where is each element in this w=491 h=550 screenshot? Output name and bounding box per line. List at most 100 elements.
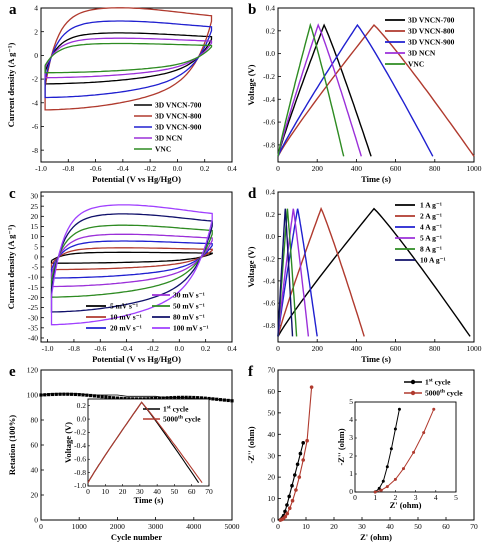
charge-discharge-curve	[277, 208, 318, 337]
retention-point	[77, 393, 81, 397]
y-axis-label: Current density (A g⁻¹)	[6, 43, 16, 128]
panel-e: 0 1000 2000 3000 4000 5000020406080100120Cycl…	[7, 364, 240, 542]
y-tick-label: 30	[31, 192, 39, 201]
x-tick-label: 3000	[148, 522, 163, 531]
y-tick-label: 0.2	[266, 26, 276, 35]
nyquist-point	[301, 458, 306, 462]
inset: 0 10 20 30 40 50 60 70 -1.0 -0.8 -0.6 -0.4 -0.2 0.0 0.…	[63, 398, 213, 505]
cv-loop	[50, 247, 213, 271]
y-tick-label: -0.8	[263, 140, 275, 149]
x-tick-label: -0.2	[144, 164, 156, 173]
x-tick-label: 0.0	[175, 344, 185, 353]
plot-frame	[277, 7, 475, 163]
inset-y-tick-label: 0.2	[77, 401, 87, 410]
y-tick-label: -10	[28, 273, 38, 282]
x-tick-label: 10	[302, 522, 310, 531]
plot-frame	[40, 7, 233, 163]
x-tick-label: 0.0	[173, 164, 183, 173]
retention-point	[169, 396, 173, 400]
nyquist-point	[283, 509, 287, 514]
inset-y-tick-label: -0.8	[74, 468, 86, 477]
retention-point	[154, 396, 158, 401]
y-tick-label: 10	[268, 494, 276, 503]
legend: 3D VNCN-700 3D VNCN-800 3D VNCN-900 3D NCN V…	[385, 16, 455, 69]
y-tick-label: 60	[31, 441, 39, 450]
retention-point	[157, 396, 162, 400]
y-tick-label: -8	[32, 146, 38, 155]
retention-point	[218, 398, 223, 402]
inset-point	[377, 486, 381, 490]
inset-frame	[87, 398, 210, 487]
x-tick-label: 20	[330, 522, 338, 531]
cv-loop	[50, 213, 213, 313]
inset-point	[393, 477, 397, 481]
nyquist-point	[309, 385, 314, 389]
inset-point	[373, 490, 377, 494]
legend-label: 3D NCN	[155, 134, 183, 143]
legend-label: VNC	[408, 60, 424, 69]
x-tick-label: -0.4	[117, 164, 129, 173]
x-tick-label: 0	[276, 164, 280, 173]
x-axis-label: Z' (ohm)	[360, 532, 392, 542]
cv-loop	[50, 224, 213, 298]
nyquist-point	[294, 488, 298, 492]
y-tick-label: 0.0	[266, 49, 276, 58]
retention-point	[104, 395, 108, 399]
legend: 3D VNCN-700 3D VNCN-800 3D VNCN-900 3D NCN V…	[134, 101, 202, 154]
y-tick-label: 60	[268, 387, 276, 396]
inset-y-tick-label: 0	[349, 487, 353, 496]
legend: 1 A g⁻¹ 2 A g⁻¹ 4 A g⁻¹ 5 A g⁻¹ 8 A g⁻¹ 10 A …	[395, 201, 446, 265]
inset-point	[379, 488, 383, 492]
y-tick-label: 10	[31, 232, 39, 241]
y-tick-label: 20	[268, 473, 276, 482]
inset-point	[432, 407, 436, 411]
retention-point	[196, 396, 200, 400]
y-tick-label: -35	[28, 323, 38, 332]
inset-legend-label: 1st cycle	[163, 405, 189, 414]
y-tick-label: 80	[31, 416, 39, 425]
nyquist-point	[297, 475, 302, 479]
y-tick-label: -0.8	[263, 321, 275, 330]
charge-discharge-curve	[277, 23, 434, 157]
panel-letter: f	[248, 364, 254, 380]
x-tick-label: 0.4	[227, 164, 237, 173]
y-axis-label: Retation (100%)	[7, 415, 17, 475]
x-tick-label: -0.6	[94, 344, 106, 353]
retention-point	[115, 396, 119, 400]
retention-point	[207, 396, 211, 401]
x-axis-label: Time (s)	[361, 174, 391, 184]
retention-point	[111, 396, 116, 400]
x-tick-label: 2000	[110, 522, 125, 531]
y-tick-label: 120	[27, 366, 39, 375]
x-tick-label: 50	[414, 522, 422, 531]
inset-y-tick-label: -1.0	[74, 481, 86, 490]
inset-x-tick-label: 30	[136, 487, 144, 496]
charge-discharge-curve	[277, 208, 294, 337]
inset-x-label: Z' (ohm)	[390, 500, 422, 510]
retention-point	[215, 397, 219, 401]
y-tick-label: -0.4	[263, 276, 275, 285]
retention-point	[73, 392, 77, 397]
y-axis-label: Voltage (V)	[246, 246, 256, 287]
y-tick-label: 4	[34, 4, 38, 13]
inset-x-tick-label: 50	[171, 487, 179, 496]
inset-y-tick-label: 4	[349, 415, 353, 424]
legend-label: 5 mV s⁻¹	[110, 302, 138, 311]
panel-letter: d	[248, 186, 257, 202]
y-tick-label: -15	[28, 283, 38, 292]
cv-loop	[44, 7, 213, 111]
cv-loop	[44, 42, 213, 74]
legend-label: 3D VNCN-900	[408, 38, 455, 47]
y-tick-label: 0	[34, 51, 38, 60]
inset-y-tick-label: 0.0	[77, 414, 87, 423]
charge-discharge-curve	[277, 206, 365, 337]
inset-y-tick-label: 1	[349, 469, 353, 478]
legend-label: 3D VNCN-900	[155, 123, 202, 132]
retention-point	[199, 396, 204, 400]
x-tick-label: 30	[358, 522, 366, 531]
retention-point	[108, 395, 112, 400]
retention-point	[173, 395, 177, 400]
y-tick-label: -20	[28, 293, 38, 302]
legend-label: 30 mV s⁻¹	[173, 291, 205, 300]
x-tick-label: -0.6	[90, 164, 102, 173]
